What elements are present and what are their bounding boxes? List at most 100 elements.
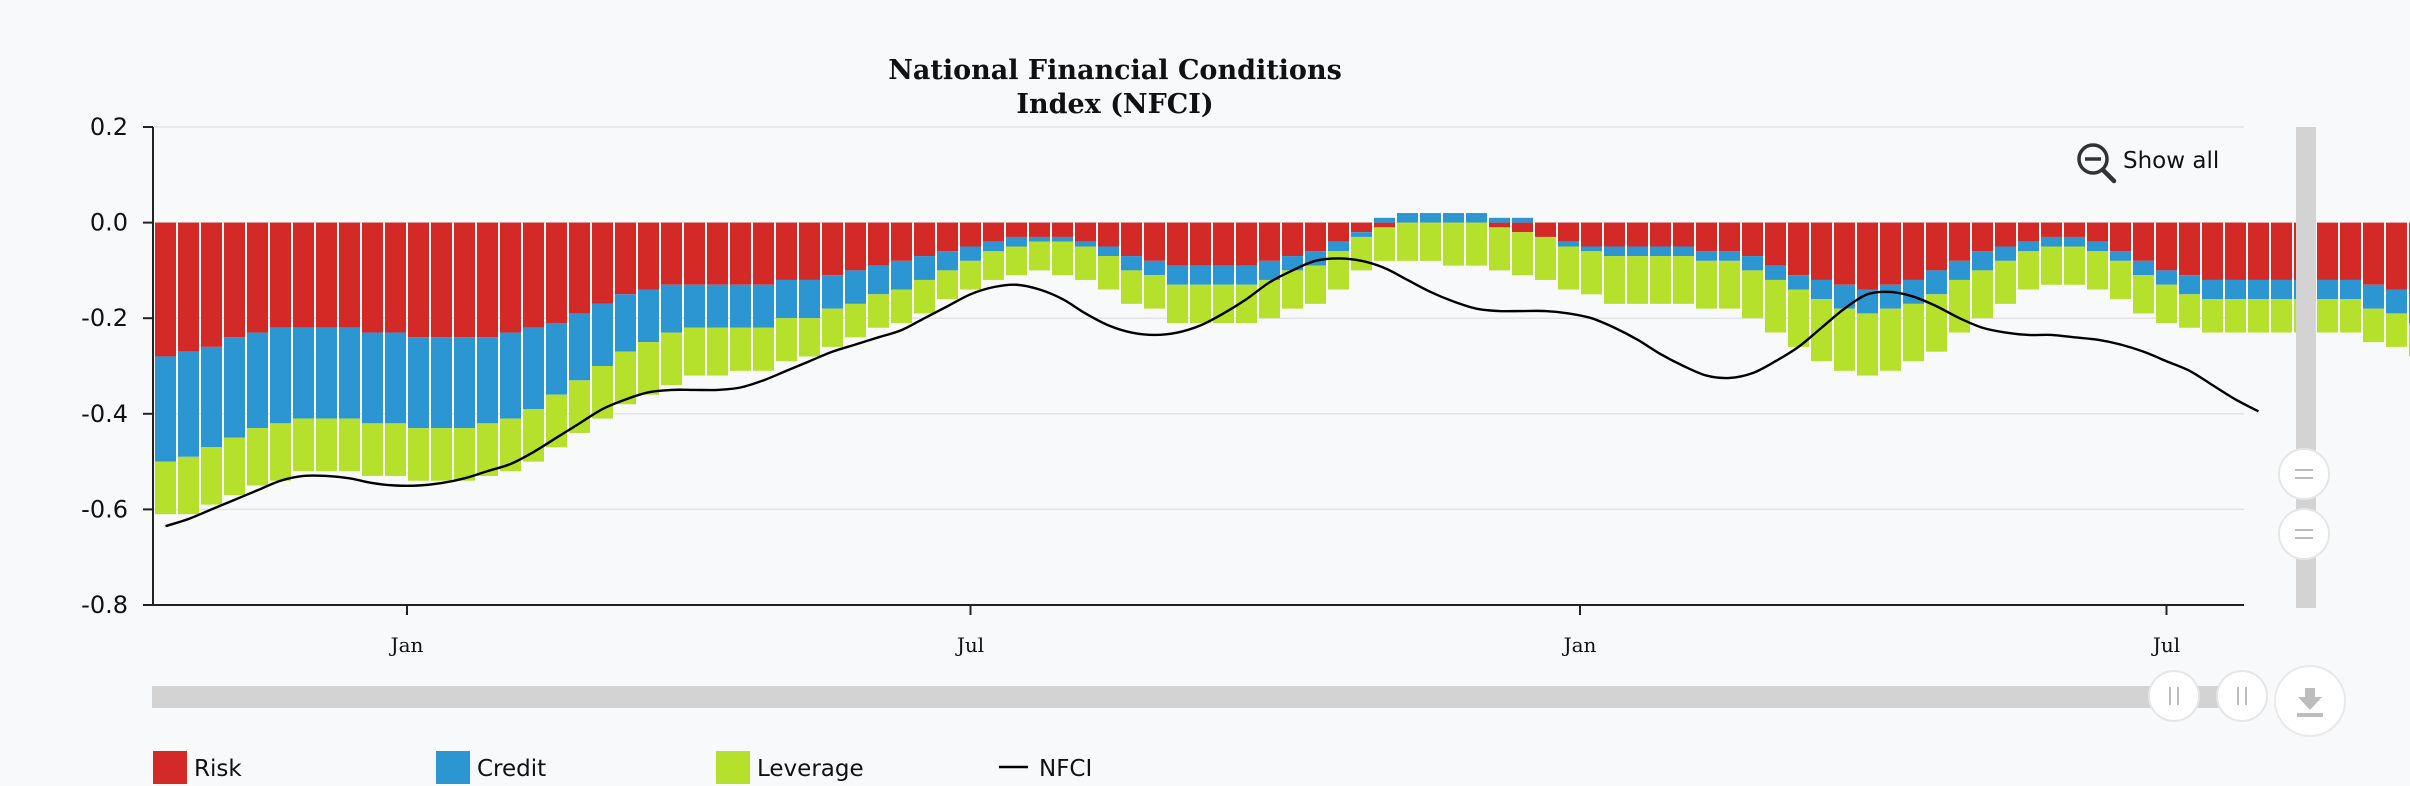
bar-risk[interactable] bbox=[1742, 222, 1763, 257]
bar-leverage[interactable] bbox=[1604, 256, 1625, 304]
bar-credit[interactable] bbox=[1121, 256, 1142, 271]
bar-credit[interactable] bbox=[1351, 232, 1372, 237]
bar-leverage[interactable] bbox=[178, 456, 199, 515]
bar-credit[interactable] bbox=[477, 337, 498, 424]
bar-risk[interactable] bbox=[661, 222, 682, 285]
bar-credit[interactable] bbox=[293, 327, 314, 419]
bar-leverage[interactable] bbox=[1650, 256, 1671, 304]
bar-credit[interactable] bbox=[1811, 279, 1832, 300]
bar-credit[interactable] bbox=[1765, 265, 1786, 280]
bar-leverage[interactable] bbox=[1742, 270, 1763, 319]
bar-credit[interactable] bbox=[661, 284, 682, 333]
bar-credit[interactable] bbox=[960, 246, 981, 261]
bar-credit[interactable] bbox=[1880, 284, 1901, 309]
bar-credit[interactable] bbox=[1443, 213, 1464, 223]
bar-credit[interactable] bbox=[776, 279, 797, 319]
bar-credit[interactable] bbox=[339, 327, 360, 419]
bar-risk[interactable] bbox=[2133, 222, 2154, 261]
bar-credit[interactable] bbox=[1742, 256, 1763, 271]
bar-credit[interactable] bbox=[592, 303, 613, 366]
bar-leverage[interactable] bbox=[1121, 270, 1142, 304]
bar-leverage[interactable] bbox=[1581, 251, 1602, 295]
bar-risk[interactable] bbox=[2363, 222, 2384, 285]
bar-risk[interactable] bbox=[1972, 222, 1993, 252]
bar-leverage[interactable] bbox=[730, 327, 751, 371]
bar-risk[interactable] bbox=[1029, 222, 1050, 237]
bar-leverage[interactable] bbox=[2202, 299, 2223, 333]
bar-risk[interactable] bbox=[2317, 222, 2338, 280]
bar-credit[interactable] bbox=[822, 275, 843, 309]
bar-credit[interactable] bbox=[1259, 260, 1280, 280]
bar-risk[interactable] bbox=[477, 222, 498, 338]
bar-risk[interactable] bbox=[960, 222, 981, 247]
bar-credit[interactable] bbox=[178, 351, 199, 457]
bar-risk[interactable] bbox=[500, 222, 521, 333]
bar-credit[interactable] bbox=[1627, 246, 1648, 257]
bar-credit[interactable] bbox=[2156, 270, 2177, 285]
bar-leverage[interactable] bbox=[2156, 284, 2177, 323]
bar-leverage[interactable] bbox=[362, 423, 383, 476]
bar-risk[interactable] bbox=[1535, 222, 1556, 237]
bar-risk[interactable] bbox=[408, 222, 429, 338]
bar-leverage[interactable] bbox=[316, 418, 337, 472]
bar-leverage[interactable] bbox=[1282, 270, 1303, 309]
bar-leverage[interactable] bbox=[638, 342, 659, 395]
bar-credit[interactable] bbox=[2271, 279, 2292, 300]
horizontal-scroll-handle-left[interactable] bbox=[2148, 670, 2200, 722]
bar-risk[interactable] bbox=[523, 222, 544, 328]
bar-risk[interactable] bbox=[1949, 222, 1970, 261]
bar-leverage[interactable] bbox=[868, 294, 889, 328]
bar-leverage[interactable] bbox=[1765, 279, 1786, 333]
bar-credit[interactable] bbox=[914, 256, 935, 280]
legend-item-nfci[interactable]: NFCI bbox=[999, 756, 1092, 782]
bar-leverage[interactable] bbox=[247, 428, 268, 486]
bar-leverage[interactable] bbox=[753, 327, 774, 371]
bar-credit[interactable] bbox=[2248, 279, 2269, 300]
bar-credit[interactable] bbox=[2225, 279, 2246, 300]
bar-risk[interactable] bbox=[1857, 222, 1878, 290]
bar-leverage[interactable] bbox=[385, 423, 406, 476]
bar-leverage[interactable] bbox=[1535, 236, 1556, 280]
bar-risk[interactable] bbox=[1351, 222, 1372, 233]
bar-risk[interactable] bbox=[454, 222, 475, 338]
bar-leverage[interactable] bbox=[1052, 241, 1073, 276]
bar-credit[interactable] bbox=[1489, 217, 1510, 223]
bar-credit[interactable] bbox=[1420, 213, 1441, 223]
bar-risk[interactable] bbox=[1811, 222, 1832, 280]
bar-leverage[interactable] bbox=[592, 366, 613, 419]
bar-credit[interactable] bbox=[638, 289, 659, 343]
bar-leverage[interactable] bbox=[684, 327, 705, 376]
bar-credit[interactable] bbox=[1190, 265, 1211, 285]
bar-leverage[interactable] bbox=[1466, 222, 1487, 266]
bar-leverage[interactable] bbox=[1443, 222, 1464, 266]
bar-risk[interactable] bbox=[2064, 222, 2085, 237]
bar-risk[interactable] bbox=[638, 222, 659, 290]
bar-risk[interactable] bbox=[684, 222, 705, 285]
bar-leverage[interactable] bbox=[1995, 260, 2016, 304]
bar-risk[interactable] bbox=[1719, 222, 1740, 252]
bar-credit[interactable] bbox=[2202, 279, 2223, 300]
bar-risk[interactable] bbox=[247, 222, 268, 333]
bar-leverage[interactable] bbox=[454, 428, 475, 481]
bar-risk[interactable] bbox=[224, 222, 245, 338]
legend-item-leverage[interactable]: Leverage bbox=[716, 751, 864, 784]
bar-leverage[interactable] bbox=[523, 409, 544, 462]
bar-credit[interactable] bbox=[1834, 284, 1855, 309]
download-button[interactable] bbox=[2274, 665, 2346, 737]
bar-credit[interactable] bbox=[408, 337, 429, 429]
bar-credit[interactable] bbox=[1673, 246, 1694, 257]
bar-leverage[interactable] bbox=[1213, 284, 1234, 323]
bar-leverage[interactable] bbox=[983, 251, 1004, 280]
bar-credit[interactable] bbox=[1696, 251, 1717, 261]
bar-risk[interactable] bbox=[1696, 222, 1717, 252]
bar-risk[interactable] bbox=[1765, 222, 1786, 266]
bar-credit[interactable] bbox=[2363, 284, 2384, 309]
bar-risk[interactable] bbox=[546, 222, 567, 323]
bar-risk[interactable] bbox=[1098, 222, 1119, 247]
bar-credit[interactable] bbox=[2133, 260, 2154, 276]
bar-risk[interactable] bbox=[1834, 222, 1855, 285]
bar-risk[interactable] bbox=[316, 222, 337, 328]
bar-risk[interactable] bbox=[2225, 222, 2246, 280]
bar-leverage[interactable] bbox=[2317, 299, 2338, 333]
vertical-scroll-handle-bottom[interactable] bbox=[2278, 508, 2330, 560]
